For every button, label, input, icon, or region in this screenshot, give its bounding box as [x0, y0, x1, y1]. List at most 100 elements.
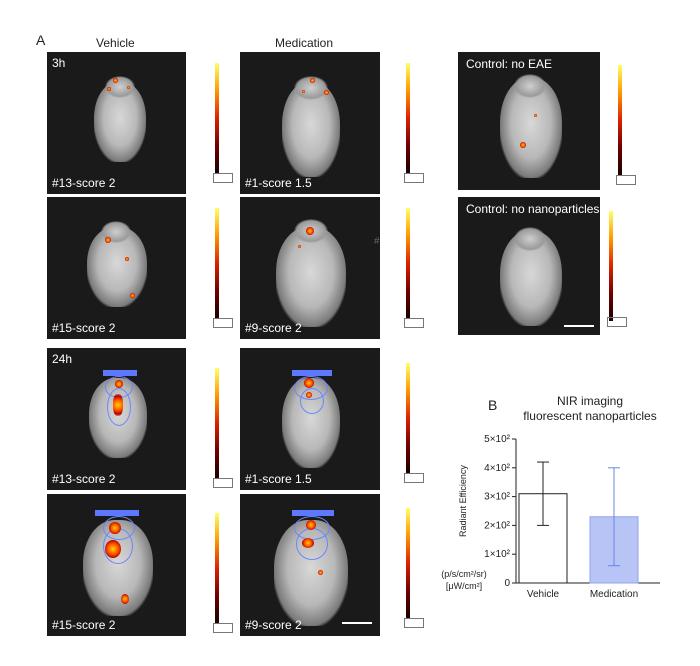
signal-spot: [310, 78, 315, 83]
error-bars: [537, 461, 620, 567]
colorbar-legend-box: [607, 317, 627, 327]
panel-a-label: A: [36, 32, 46, 48]
signal-spot: [107, 87, 111, 91]
colorbar-gradient: [215, 513, 219, 623]
timepoint-label-3h: 3h: [52, 56, 66, 70]
image-24h-medication: #1-score 1.5: [240, 348, 380, 490]
signal-spot: [304, 378, 314, 388]
colorbar: [404, 200, 430, 340]
x-tick-label: Vehicle: [527, 589, 560, 600]
panel-b-label: B: [488, 397, 498, 413]
roi-label: [103, 370, 137, 376]
signal-spot: [105, 540, 121, 558]
colorbar: [607, 203, 633, 333]
image-3h-vehicle-2: #15-score 2: [47, 197, 186, 339]
mouse-caption: #13-score 2: [52, 176, 116, 190]
mouse-caption: #1-score 1.5: [245, 176, 312, 190]
mouse-body: [276, 227, 346, 327]
colorbar-gradient: [215, 63, 219, 173]
mouse-caption: #15-score 2: [52, 618, 116, 632]
colorbar-legend-box: [213, 623, 233, 633]
control-title-no-eae: Control: no EAE: [466, 57, 553, 71]
colorbar: [213, 360, 239, 490]
colorbar: [404, 355, 430, 495]
image-24h-vehicle: 24h #13-score 2: [47, 348, 186, 490]
mouse-head: [514, 74, 546, 98]
mouse-caption: #1-score 1.5: [245, 472, 312, 486]
y-tick-label: 0: [504, 578, 510, 589]
colorbar-title: [213, 55, 214, 59]
y-tick-label: 5×10²: [484, 434, 511, 445]
colorbar-gradient: [618, 65, 622, 175]
x-tick-label: Medication: [590, 589, 638, 600]
colorbar-legend-box: [213, 478, 233, 488]
signal-spot: [306, 520, 316, 530]
mouse-caption: #9-score 2: [245, 321, 302, 335]
roi-label: [95, 510, 139, 516]
mouse-caption: #13-score 2: [52, 472, 116, 486]
colorbar-legend-box: [404, 618, 424, 628]
colorbar: [213, 200, 239, 340]
chart-title-line-1: NIR imaging: [556, 394, 624, 408]
signal-spot: [302, 90, 305, 93]
colorbar-gradient: [406, 508, 410, 618]
colorbar: [616, 57, 642, 187]
y-axis-label: Radiant Efficiency: [458, 465, 468, 537]
signal-spot: [534, 114, 537, 117]
signal-spot: [520, 142, 526, 148]
scale-bar: [342, 622, 372, 624]
hash-mark: #: [374, 236, 380, 247]
bar-vehicle: [518, 493, 568, 584]
y-tick-label: 4×10²: [484, 463, 511, 474]
colorbar-gradient: [215, 208, 219, 318]
signal-spot: [125, 257, 129, 261]
image-24h-medication-2: #9-score 2: [240, 494, 380, 636]
signal-spot: [324, 90, 329, 95]
colorbar-legend-box: [404, 473, 424, 483]
signal-spot: [105, 237, 111, 243]
signal-spot: [306, 227, 314, 235]
colorbar-gradient: [406, 363, 410, 473]
colorbar-gradient: [215, 368, 219, 478]
mouse-head: [105, 76, 135, 98]
bars: [518, 493, 639, 584]
colorbar-gradient: [406, 63, 410, 173]
signal-spot: [121, 594, 129, 604]
image-24h-vehicle-2: #15-score 2: [47, 494, 186, 636]
colorbar-legend-box: [213, 173, 233, 183]
roi-label: [292, 510, 334, 516]
roi-circle: [300, 388, 324, 414]
signal-spot: [306, 392, 312, 398]
signal-spot: [115, 380, 123, 388]
y-axis-units-line-2: [μW/cm²]: [446, 581, 482, 591]
y-axis-units-line-1: (p/s/cm²/sr): [441, 569, 487, 579]
signal-spot: [298, 245, 301, 248]
mouse-head: [514, 227, 546, 251]
colorbar-legend-box: [616, 175, 636, 185]
image-3h-medication-2: #9-score 2: [240, 197, 380, 339]
colorbar-gradient: [406, 208, 410, 318]
image-3h-medication: #1-score 1.5: [240, 52, 380, 194]
colorbar-legend-box: [404, 173, 424, 183]
y-tick-label: 3×10²: [484, 492, 511, 503]
signal-spot: [127, 86, 130, 89]
signal-spot: [302, 538, 314, 548]
signal-spot: [318, 570, 323, 575]
bar-chart: 0 1×10² 2×10² 3×10² 4×10² 5×10² Vehicle Medica…: [441, 434, 660, 600]
y-axis-ticks: 0 1×10² 2×10² 3×10² 4×10² 5×10²: [484, 434, 516, 589]
mouse-caption: #15-score 2: [52, 321, 116, 335]
colorbar: [404, 55, 430, 195]
roi-label: [292, 370, 332, 376]
colorbar: [213, 505, 239, 635]
mouse-caption: #9-score 2: [245, 618, 302, 632]
image-control-no-eae: Control: no EAE: [458, 52, 600, 190]
colorbar-gradient: [609, 211, 613, 321]
roi-circle: [107, 388, 131, 426]
colorbar: [213, 55, 239, 195]
timepoint-label-24h: 24h: [52, 352, 73, 366]
signal-spot: [113, 78, 118, 83]
signal-spot: [113, 394, 123, 416]
signal-spot: [130, 293, 135, 298]
column-header-vehicle: Vehicle: [96, 36, 135, 50]
signal-spot: [109, 522, 121, 534]
